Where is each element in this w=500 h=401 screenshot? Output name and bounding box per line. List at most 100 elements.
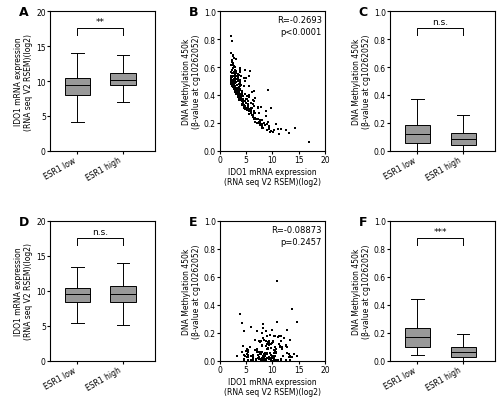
Point [264,356,272,362]
Point [260,354,268,361]
Point [236,86,244,93]
Point [234,95,241,101]
Point [230,81,238,87]
Point [258,125,266,132]
Point [260,335,268,341]
Point [267,345,275,352]
Point [258,122,266,128]
Point [262,113,270,120]
Point [268,354,276,361]
Y-axis label: DNA Methylation 450k
(β-value at cg10262052): DNA Methylation 450k (β-value at cg10262… [182,34,201,129]
Point [236,92,244,99]
Point [249,101,257,107]
Point [262,109,270,115]
Text: R=-0.2693
p<0.0001: R=-0.2693 p<0.0001 [277,16,322,37]
Point [232,80,239,87]
Point [238,94,246,101]
Point [236,88,244,94]
Point [248,352,256,358]
Point [265,354,273,360]
Point [230,84,238,90]
Point [292,319,300,326]
Point [232,87,239,93]
Point [236,93,244,99]
Point [231,89,239,96]
Point [240,76,248,82]
Point [240,105,248,111]
Point [256,121,264,127]
Point [228,81,235,87]
Point [228,78,235,84]
Point [228,75,235,82]
Point [258,354,266,361]
Point [254,356,262,363]
Point [229,82,237,89]
Point [270,346,278,353]
Point [236,68,244,74]
Y-axis label: IDO1 mRNA expression
(RNA seq V2 RSEM)(log2): IDO1 mRNA expression (RNA seq V2 RSEM)(l… [14,243,34,340]
Point [229,85,237,91]
Point [234,87,242,93]
Point [268,340,276,346]
Point [276,344,284,350]
Point [230,76,238,83]
Point [240,104,248,110]
Point [246,95,254,101]
PathPatch shape [405,126,430,143]
PathPatch shape [65,288,90,302]
Point [256,117,264,124]
Point [233,353,241,360]
Point [256,123,264,129]
Point [253,346,261,353]
Point [244,352,252,358]
Point [227,80,235,87]
Point [268,353,276,359]
Point [254,116,262,122]
Point [241,91,249,98]
PathPatch shape [450,347,475,357]
Point [264,127,272,133]
X-axis label: IDO1 mRNA expression
(RNA seq V2 RSEM)(log2): IDO1 mRNA expression (RNA seq V2 RSEM)(l… [224,377,321,396]
Point [226,79,234,86]
Point [228,66,236,72]
Point [252,358,260,364]
Point [251,95,259,102]
Point [230,78,237,84]
Point [232,65,239,71]
Point [227,80,235,87]
Point [286,356,294,363]
Point [254,348,262,355]
Point [231,88,239,95]
Point [226,73,234,80]
Point [274,357,281,364]
Point [248,97,256,104]
Point [245,109,253,115]
Point [230,56,238,62]
Point [254,354,262,361]
Point [262,342,270,349]
Point [238,97,246,103]
Point [227,80,235,87]
Point [256,120,264,126]
Point [250,115,258,122]
Point [251,337,259,344]
Point [258,124,266,130]
Point [246,111,254,117]
Point [265,338,273,344]
Point [234,85,242,91]
Point [267,356,275,363]
Point [228,61,236,67]
Point [259,355,267,362]
Y-axis label: DNA Methylation 450k
(β-value at cg10262052): DNA Methylation 450k (β-value at cg10262… [352,244,371,338]
Point [228,83,236,89]
Point [266,342,274,348]
Point [229,61,237,68]
Point [240,352,248,358]
Y-axis label: IDO1 mRNA expression
(RNA seq V2 RSEM)(log2): IDO1 mRNA expression (RNA seq V2 RSEM)(l… [14,33,34,130]
Point [238,98,246,105]
Point [230,84,238,90]
Point [270,333,278,339]
Point [230,70,237,77]
Point [266,332,274,338]
Point [228,82,236,89]
